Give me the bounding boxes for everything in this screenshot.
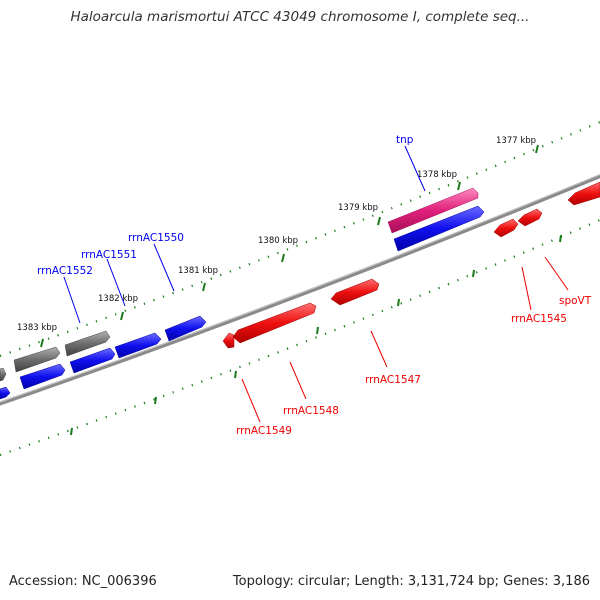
pseudo-gene[interactable] [13, 346, 61, 373]
major-tick [397, 298, 400, 307]
accession-text: Accession: NC_006396 [9, 574, 157, 589]
major-tick [281, 253, 285, 263]
gene-label-rrnAC1550[interactable]: rrnAC1550 [128, 232, 184, 244]
leader-line-rrnAC1545 [521, 266, 532, 311]
pseudo-gene[interactable] [0, 367, 7, 382]
major-tick [202, 282, 206, 292]
gene-label-rrnAC1551[interactable]: rrnAC1551 [81, 249, 137, 261]
gene-arrow[interactable] [567, 181, 600, 206]
top-strand-features[interactable] [0, 187, 485, 400]
major-tick [120, 311, 124, 321]
backbone-highlight [0, 174, 600, 403]
leader-line-rrnAC1549 [241, 378, 261, 423]
label-leaders [63, 145, 569, 423]
gene-arrow-rrnAC1551[interactable] [114, 332, 162, 359]
gene-arrow[interactable] [393, 205, 485, 252]
major-tick [70, 427, 73, 436]
gene-arrow[interactable] [0, 386, 11, 400]
major-tick [535, 144, 539, 154]
gene-arrow-tnp[interactable] [387, 187, 479, 234]
gene-label-tnp[interactable]: tnp [396, 134, 414, 146]
leader-line-rrnAC1551 [106, 258, 126, 307]
gene-label-rrnAC1549[interactable]: rrnAC1549 [236, 425, 292, 437]
major-tick [234, 370, 237, 379]
gene-arrow-rrnAC1547[interactable] [330, 278, 380, 306]
major-tick [316, 326, 319, 335]
tick-label-1383: 1383 kbp [17, 323, 57, 333]
major-ticks [40, 144, 562, 436]
gene-label-rrnAC1547[interactable]: rrnAC1547 [365, 374, 421, 386]
leader-line-rrnAC1550 [153, 243, 175, 292]
major-tick [559, 234, 562, 243]
tick-label-1382: 1382 kbp [98, 294, 138, 304]
major-tick [457, 181, 461, 191]
tick-label-1381: 1381 kbp [178, 266, 218, 276]
tick-label-1379: 1379 kbp [338, 203, 378, 213]
gene-arrow-rrnAC1549[interactable] [222, 332, 235, 349]
pseudo-gene[interactable] [64, 330, 111, 357]
gene-label-spoVT[interactable]: spoVT [559, 295, 592, 307]
major-tick [154, 396, 157, 405]
backbone-line [0, 173, 600, 406]
leader-line-rrnAC1552 [63, 276, 81, 324]
gene-arrow-rrnAC1550[interactable] [164, 315, 207, 342]
tick-label-1378: 1378 kbp [417, 170, 457, 180]
major-tick [40, 338, 44, 348]
gene-labels: tnp rrnAC1550 rrnAC1551 rrnAC1552 spoVT … [37, 134, 592, 437]
kbp-labels: 1377 kbp 1378 kbp 1379 kbp 1380 kbp 1381… [17, 136, 536, 333]
gene-arrow-rrnAC1552[interactable] [69, 347, 116, 374]
major-tick [472, 269, 475, 278]
tick-label-1377: 1377 kbp [496, 136, 536, 146]
leader-line-spoVT [544, 256, 569, 291]
leader-line-rrnAC1548 [289, 361, 307, 400]
gene-arrow-rrnAC1545[interactable] [493, 218, 519, 238]
gene-arrow[interactable] [19, 363, 66, 390]
gene-label-rrnAC1545[interactable]: rrnAC1545 [511, 313, 567, 325]
major-tick [377, 216, 381, 226]
leader-line-rrnAC1547 [370, 330, 388, 368]
gene-arrow-spoVT[interactable] [517, 208, 543, 227]
gene-arrow-rrnAC1548[interactable] [232, 302, 317, 344]
upper-tick-row [0, 120, 600, 358]
map-title: Haloarcula marismortui ATCC 43049 chromo… [70, 9, 530, 25]
topology-info-text: Topology: circular; Length: 3,131,724 bp… [232, 574, 590, 589]
leader-line-tnp [404, 145, 426, 192]
gene-label-rrnAC1548[interactable]: rrnAC1548 [283, 405, 339, 417]
bottom-strand-features[interactable] [222, 181, 600, 349]
tick-label-1380: 1380 kbp [258, 236, 298, 246]
gene-label-rrnAC1552[interactable]: rrnAC1552 [37, 265, 93, 277]
